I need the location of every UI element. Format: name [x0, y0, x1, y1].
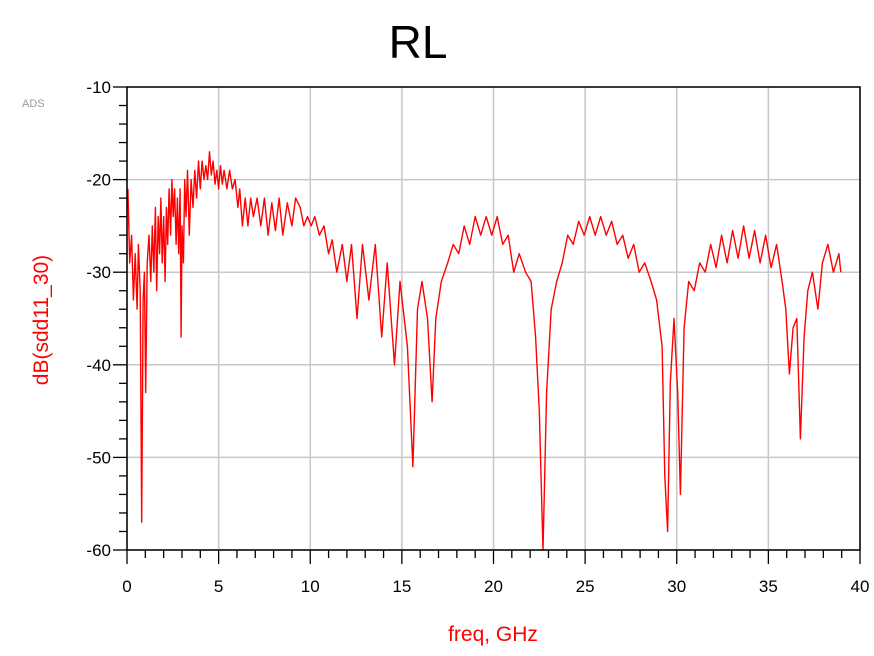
x-tick-label: 35	[759, 577, 778, 596]
tick-labels: 0 5 10 15 20 25 30 35 40 -10 -20 -30 -40 -50 -60	[86, 78, 869, 596]
grid-lines	[126, 86, 861, 551]
plot-frame	[126, 86, 861, 551]
y-axis-label: dB(sdd11_30)	[30, 255, 53, 385]
x-tick-label: 0	[122, 577, 131, 596]
y-tick-label: -60	[86, 541, 111, 560]
series-line	[127, 151, 842, 551]
x-tick-label: 40	[851, 577, 870, 596]
x-tick-label: 5	[214, 577, 223, 596]
y-tick-label: -20	[86, 171, 111, 190]
y-tick-label: -40	[86, 356, 111, 375]
axis-ticks	[113, 86, 861, 564]
x-tick-label: 20	[484, 577, 503, 596]
y-tick-label: -10	[86, 78, 111, 97]
chart-title: RL	[389, 16, 448, 68]
x-axis-label: freq, GHz	[448, 623, 538, 646]
x-tick-label: 15	[392, 577, 411, 596]
x-tick-label: 30	[667, 577, 686, 596]
ads-watermark: ADS	[22, 98, 45, 110]
x-tick-label: 25	[576, 577, 595, 596]
x-tick-label: 10	[301, 577, 320, 596]
y-tick-label: -50	[86, 448, 111, 467]
series-group	[127, 151, 842, 551]
y-tick-label: -30	[86, 263, 111, 282]
